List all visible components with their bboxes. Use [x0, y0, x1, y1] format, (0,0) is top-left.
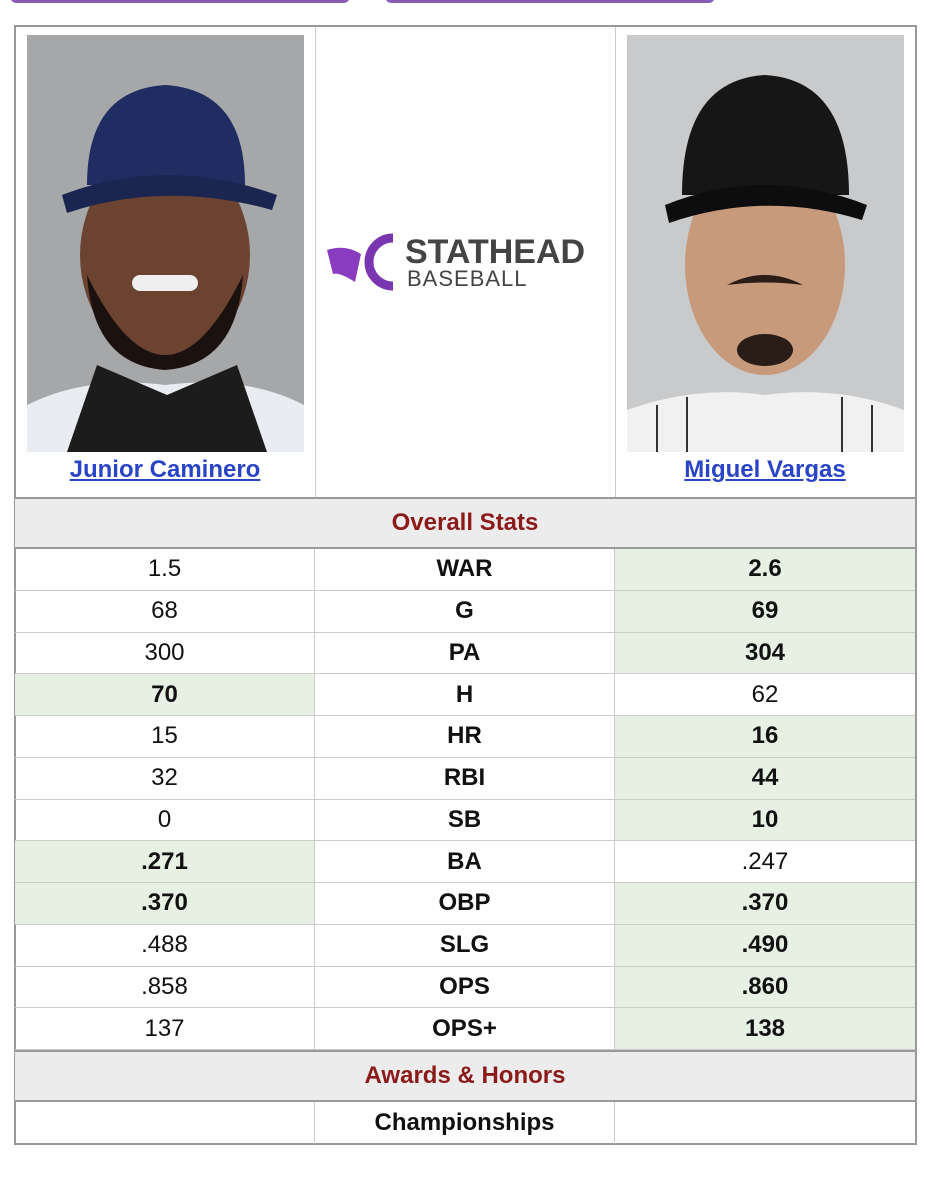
stat-value: 44: [615, 757, 915, 800]
col-divider: [315, 27, 316, 497]
stat-value: 70: [15, 674, 315, 716]
stat-label: G: [315, 590, 615, 633]
stat-label: SLG: [315, 924, 615, 967]
logo-text: BASEBALL: [407, 266, 528, 291]
award-cell: [15, 1102, 315, 1144]
stat-value: 69: [615, 590, 915, 633]
stat-value: 32: [15, 757, 315, 800]
col-divider: [615, 27, 616, 497]
stat-value: .370: [615, 883, 915, 925]
stat-value: .490: [615, 924, 915, 967]
stat-label: H: [315, 674, 615, 716]
stat-value: .860: [615, 966, 915, 1009]
section-header: Awards & Honors: [15, 1050, 915, 1102]
stat-value: 304: [615, 632, 915, 675]
tab[interactable]: [385, 0, 715, 3]
player-photo: [627, 35, 904, 452]
stat-label: RBI: [315, 757, 615, 800]
stat-label: WAR: [315, 549, 615, 591]
stat-value: 1.5: [15, 549, 315, 591]
stat-label: OBP: [315, 883, 615, 925]
stat-value: .488: [15, 924, 315, 967]
stat-label: PA: [315, 632, 615, 675]
player-link[interactable]: Miguel Vargas: [684, 456, 846, 483]
player-link[interactable]: Junior Caminero: [69, 456, 261, 483]
stat-value: 2.6: [615, 549, 915, 591]
stat-value: 10: [615, 799, 915, 842]
stat-value: 0: [15, 799, 315, 842]
award-label: Championships: [315, 1102, 615, 1144]
stat-value: .370: [15, 883, 315, 925]
stat-value: 137: [15, 1008, 315, 1050]
stat-value: 62: [615, 674, 915, 716]
comparison-table: [14, 25, 917, 1145]
player-photo: [27, 35, 304, 452]
section-header: Overall Stats: [15, 497, 915, 549]
stat-value: .271: [15, 841, 315, 883]
stat-value: 68: [15, 590, 315, 633]
stat-label: SB: [315, 799, 615, 842]
award-cell: [615, 1102, 915, 1144]
stat-value: 138: [615, 1008, 915, 1050]
stat-label: BA: [315, 841, 615, 883]
stat-value: .247: [615, 841, 915, 883]
stat-value: 15: [15, 716, 315, 758]
stat-label: HR: [315, 716, 615, 758]
logo-text: STATHEAD: [405, 233, 585, 271]
stat-value: 300: [15, 632, 315, 675]
stat-label: OPS: [315, 966, 615, 1009]
tab[interactable]: [10, 0, 350, 3]
stathead-logo: STATHEAD BASEBALL: [327, 233, 585, 291]
stat-value: 16: [615, 716, 915, 758]
stat-value: .858: [15, 966, 315, 1009]
stat-label: OPS+: [315, 1008, 615, 1050]
